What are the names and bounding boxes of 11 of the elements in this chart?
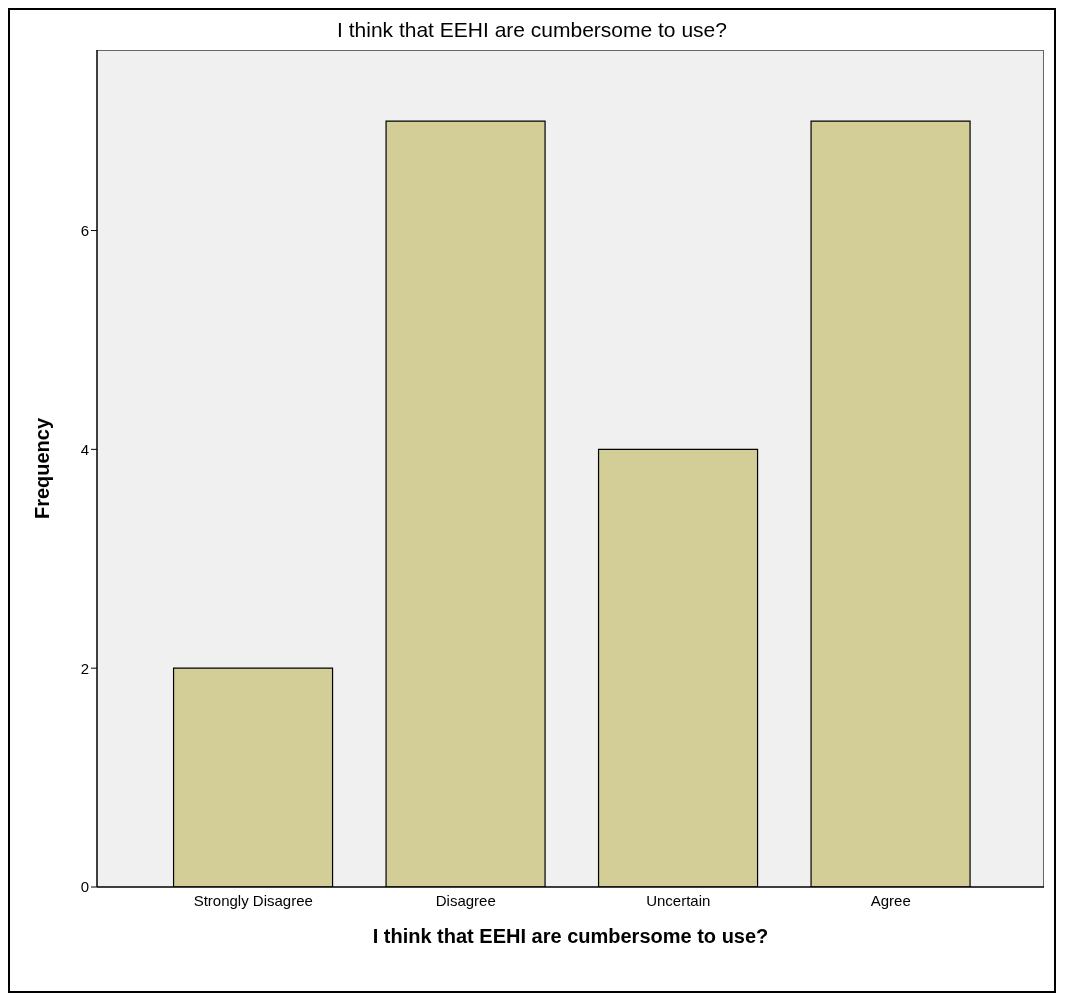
- x-axis-title: I think that EEHI are cumbersome to use?: [372, 925, 769, 947]
- x-tick-label: Uncertain: [646, 891, 711, 909]
- chart-title: I think that EEHI are cumbersome to use?: [336, 18, 728, 42]
- y-tick-label: 6: [80, 221, 89, 239]
- x-tick-label: Agree: [870, 891, 911, 909]
- y-tick-label: 2: [80, 659, 89, 677]
- y-axis-title: Frequency: [31, 417, 54, 520]
- y-tick-label: 4: [80, 440, 89, 458]
- x-tick-label: Disagree: [435, 891, 496, 909]
- y-tick-label: 0: [80, 878, 89, 896]
- x-tick-label: Strongly Disagree: [193, 891, 313, 909]
